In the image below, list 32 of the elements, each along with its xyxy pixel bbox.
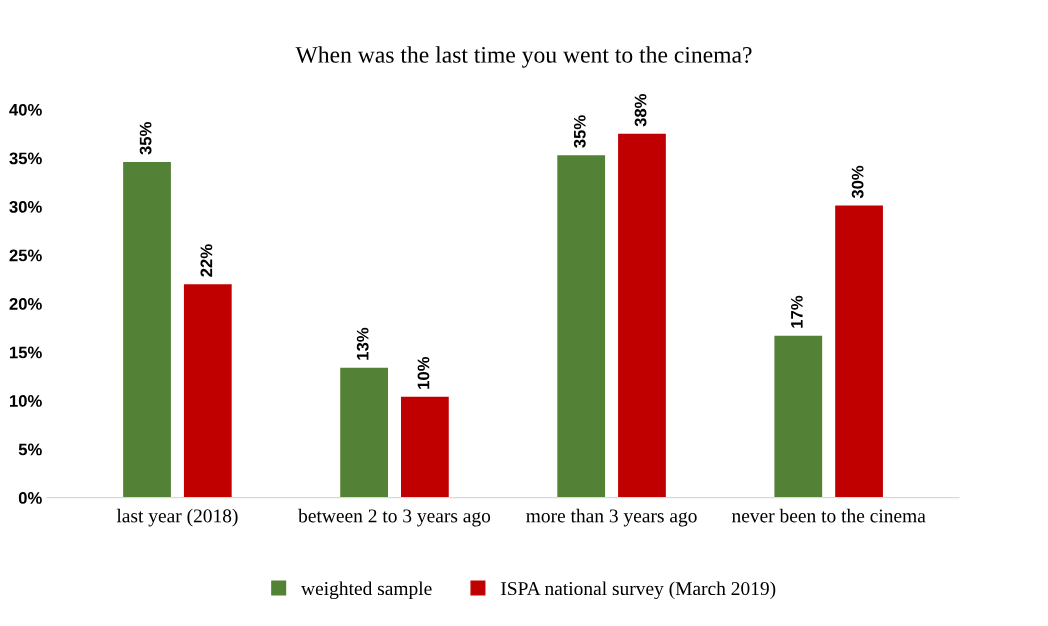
y-tick-label: 15% <box>9 346 42 359</box>
data-label: 35% <box>139 122 152 155</box>
y-tick-label: 5% <box>18 443 42 456</box>
y-tick-label: 0% <box>18 492 42 504</box>
chart-title: When was the last time you went to the cinema? <box>295 46 752 68</box>
data-label: 38% <box>634 93 647 127</box>
y-tick-label: 35% <box>9 152 42 165</box>
y-tick-label: 10% <box>9 395 42 407</box>
legend-label: ISPA national survey (March 2019) <box>501 581 776 600</box>
x-tick-label: between 2 to 3 years ago <box>298 508 491 527</box>
data-label: 22% <box>200 244 213 277</box>
data-label: 13% <box>356 327 369 360</box>
bar <box>835 205 883 498</box>
y-tick-label: 40% <box>9 103 42 116</box>
data-label: 35% <box>573 115 586 148</box>
y-tick-label: 20% <box>9 298 42 310</box>
bar <box>401 396 449 498</box>
data-label: 10% <box>417 356 430 389</box>
x-tick-label: never been to the cinema <box>731 508 926 523</box>
y-tick-label: 30% <box>9 200 42 213</box>
bar <box>340 367 388 498</box>
data-label: 17% <box>790 295 803 328</box>
bar <box>557 155 606 498</box>
bar <box>618 133 666 498</box>
x-tick-label: more than 3 years ago <box>526 508 697 527</box>
bar <box>774 335 823 498</box>
y-tick-label: 25% <box>9 249 42 262</box>
bar <box>183 284 232 498</box>
data-label: 30% <box>851 165 864 199</box>
bar <box>123 161 171 498</box>
x-tick-label: last year (2018) <box>116 508 238 527</box>
legend-label: weighted sample <box>301 581 432 600</box>
